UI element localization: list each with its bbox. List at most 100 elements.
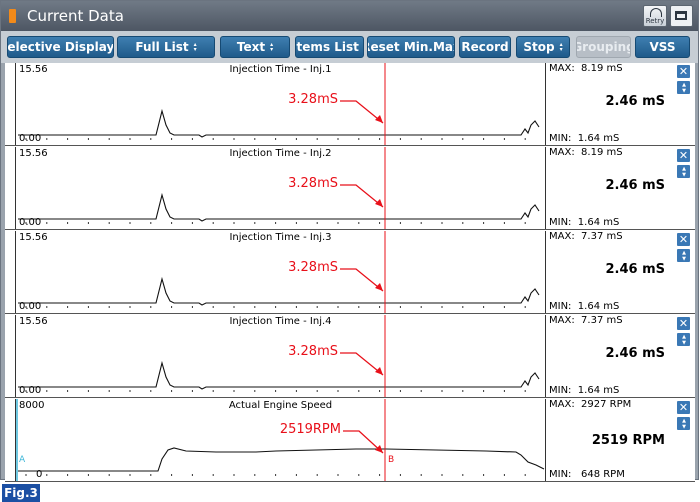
graph-title: Injection Time - Inj.1: [229, 64, 332, 75]
toolbar-button-label: Selective Display: [7, 40, 114, 54]
y-axis-min: 0: [36, 469, 43, 480]
y-axis-max: 15.56: [19, 232, 48, 243]
toolbar-button-4[interactable]: Items List▴ ▾: [295, 36, 364, 58]
arrowhead: [375, 367, 383, 375]
retry-button[interactable]: Retry: [643, 5, 667, 27]
y-axis-max: 8000: [19, 400, 45, 411]
spinner-caret-icon: ▴ ▾: [270, 41, 274, 53]
maximize-icon: [675, 11, 687, 20]
current-value: 2.46 mS: [605, 346, 665, 361]
y-axis-min: 0.00: [19, 385, 42, 396]
current-data-window: Current Data Retry Selective Display▴ ▾F…: [0, 0, 699, 482]
min-value: MIN: 648 RPM: [549, 469, 625, 480]
maximize-button[interactable]: [670, 5, 693, 27]
min-value: MIN: 1.64 mS: [549, 385, 620, 396]
toolbar-button-8[interactable]: Grouping: [576, 36, 631, 58]
cursor-value: 3.28mS: [288, 176, 338, 191]
marker-a-label: A: [19, 455, 26, 465]
graph-area[interactable]: 15.56 0.00 Injection Time - Inj.4 3.28mS: [15, 315, 546, 397]
toolbar-button-2[interactable]: Full List ▴ ▾: [117, 36, 215, 58]
toolbar-button-3[interactable]: Text ▴ ▾: [220, 36, 290, 58]
close-icon[interactable]: ✕: [677, 401, 690, 414]
toolbar-button-label: Stop: [523, 40, 555, 54]
cursor-value: 2519RPM: [279, 422, 341, 437]
toolbar-button-label: Full List: [135, 40, 189, 54]
graph-panel-1: 15.56 0.00 Injection Time - Inj.1 3.28mS MAX…: [5, 63, 695, 146]
refresh-icon: [650, 8, 662, 17]
signal-waveform: [18, 360, 540, 390]
reorder-icon[interactable]: ▲▼: [677, 417, 690, 430]
y-axis-min: 0.00: [19, 217, 42, 228]
graph-title: Injection Time - Inj.2: [229, 148, 332, 159]
cursor-pointer-arrow: [340, 352, 384, 376]
arrowhead: [375, 199, 383, 207]
toolbar-button-label: Reset Min.Max: [368, 40, 454, 54]
graph-area[interactable]: 8000 0 Actual Engine Speed 2519RPM A B: [15, 399, 546, 481]
graph-panel-5: 8000 0 Actual Engine Speed 2519RPM A B MAX: 29…: [5, 399, 695, 482]
reorder-icon[interactable]: ▲▼: [677, 333, 690, 346]
max-value: MAX: 2927 RPM: [549, 399, 632, 410]
current-value: 2519 RPM: [591, 433, 665, 448]
signal-waveform: [18, 447, 545, 472]
close-icon[interactable]: ✕: [677, 317, 690, 330]
min-value: MIN: 1.64 mS: [549, 133, 620, 144]
value-stats: MAX: 2927 RPM 2519 RPM MIN: 648 RPM ✕ ▲▼: [546, 399, 695, 481]
arrowhead: [375, 283, 383, 291]
marker-b-label: B: [388, 455, 395, 465]
y-axis-max: 15.56: [19, 64, 48, 75]
y-axis-max: 15.56: [19, 148, 48, 159]
max-value: MAX: 8.19 mS: [549, 63, 623, 74]
graph-plot: [18, 231, 540, 313]
toolbar-button-label: Grouping: [577, 40, 630, 54]
toolbar-button-1[interactable]: Selective Display▴ ▾: [7, 36, 114, 58]
graph-plot: [18, 315, 540, 397]
graph-title: Injection Time - Inj.3: [229, 232, 332, 243]
spinner-caret-icon: ▴ ▾: [559, 41, 563, 53]
graph-panel-2: 15.56 0.00 Injection Time - Inj.2 3.28mS MAX…: [5, 147, 695, 230]
value-stats: MAX: 7.37 mS 2.46 mS MIN: 1.64 mS ✕ ▲▼: [546, 231, 695, 313]
graph-title: Actual Engine Speed: [228, 400, 333, 411]
signal-waveform: [18, 192, 540, 222]
toolbar-button-label: Text: [236, 40, 266, 54]
graph-area[interactable]: 15.56 0.00 Injection Time - Inj.1 3.28mS: [15, 63, 546, 145]
arrowhead: [375, 445, 383, 453]
reorder-icon[interactable]: ▲▼: [677, 249, 690, 262]
toolbar-button-label: VSS: [649, 40, 676, 54]
toolbar-button-9[interactable]: VSS: [635, 36, 690, 58]
figure-label: Fig.3: [2, 484, 40, 502]
graph-plot: [18, 147, 540, 229]
value-stats: MAX: 8.19 mS 2.46 mS MIN: 1.64 mS ✕ ▲▼: [546, 147, 695, 229]
toolbar-button-label: Items List: [295, 40, 359, 54]
cursor-value: 3.28mS: [288, 92, 338, 107]
arrowhead: [375, 115, 383, 123]
toolbar-button-label: Record: [461, 40, 509, 54]
y-axis-min: 0.00: [19, 133, 42, 144]
cursor-value: 3.28mS: [288, 260, 338, 275]
y-axis-min: 0.00: [19, 301, 42, 312]
reorder-icon[interactable]: ▲▼: [677, 81, 690, 94]
toolbar-button-6[interactable]: Record: [459, 36, 511, 58]
signal-waveform: [18, 276, 540, 306]
max-value: MAX: 7.37 mS: [549, 231, 623, 242]
close-icon[interactable]: ✕: [677, 233, 690, 246]
max-value: MAX: 7.37 mS: [549, 315, 623, 326]
cursor-pointer-arrow: [340, 268, 384, 292]
title-bar: Current Data Retry: [1, 1, 698, 31]
close-icon[interactable]: ✕: [677, 65, 690, 78]
graph-area[interactable]: 15.56 0.00 Injection Time - Inj.2 3.28mS: [15, 147, 546, 229]
toolbar-button-5[interactable]: Reset Min.Max: [367, 36, 455, 58]
min-value: MIN: 1.64 mS: [549, 301, 620, 312]
graph-area[interactable]: 15.56 0.00 Injection Time - Inj.3 3.28mS: [15, 231, 546, 313]
toolbar-button-7[interactable]: Stop ▴ ▾: [516, 36, 570, 58]
cursor-pointer-arrow: [343, 430, 384, 454]
y-axis-max: 15.56: [19, 316, 48, 327]
window-title: Current Data: [27, 7, 124, 25]
reorder-icon[interactable]: ▲▼: [677, 165, 690, 178]
close-icon[interactable]: ✕: [677, 149, 690, 162]
graph-plot: [18, 63, 540, 145]
graph-plot: [16, 399, 545, 481]
graph-panel-4: 15.56 0.00 Injection Time - Inj.4 3.28mS MAX…: [5, 315, 695, 398]
toolbar: Selective Display▴ ▾Full List▴ ▾Text▴ ▾I…: [1, 31, 698, 63]
max-value: MAX: 8.19 mS: [549, 147, 623, 158]
graph-panels: 15.56 0.00 Injection Time - Inj.1 3.28mS MAX…: [5, 63, 695, 482]
